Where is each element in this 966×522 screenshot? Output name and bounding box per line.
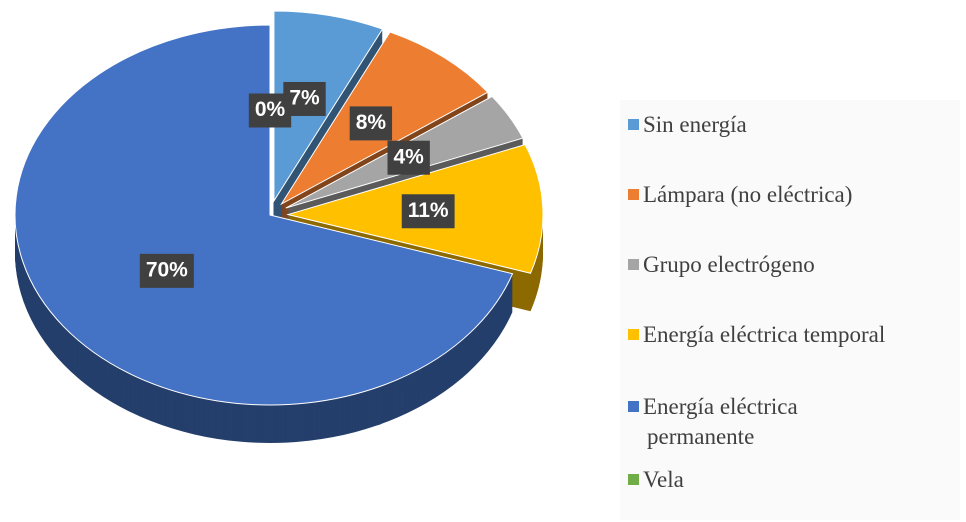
legend-label: Grupo electrógeno xyxy=(643,252,815,277)
data-label-text: 7% xyxy=(289,87,320,110)
data-label: 70% xyxy=(139,253,194,288)
data-label-text: 70% xyxy=(146,258,188,281)
data-label: 0% xyxy=(248,93,292,128)
legend-item: Sin energía xyxy=(628,110,958,140)
data-label-box xyxy=(349,106,393,141)
data-label-text: 11% xyxy=(408,199,449,222)
data-label-box xyxy=(401,194,455,229)
data-label-text: 0% xyxy=(255,98,286,121)
data-label-box xyxy=(387,140,430,175)
legend-item: Lámpara (no eléctrica) xyxy=(628,180,958,210)
legend-swatch xyxy=(628,329,639,341)
legend: Sin energía Lámpara (no eléctrica) Grupo e… xyxy=(620,100,960,520)
legend-label: Energía eléctrica temporal xyxy=(643,322,886,347)
legend-label: Lámpara (no eléctrica) xyxy=(643,182,853,207)
pie-slice xyxy=(14,24,514,406)
data-label: 8% xyxy=(349,106,393,141)
legend-label: Energía eléctrica permanente xyxy=(643,394,798,449)
legend-swatch xyxy=(628,259,639,271)
pie-slice xyxy=(273,10,384,203)
legend-swatch xyxy=(628,474,639,486)
legend-item: Energía eléctrica permanente xyxy=(628,392,877,452)
data-label-box xyxy=(248,93,292,128)
legend-item: Grupo electrógeno xyxy=(628,250,958,280)
data-label-box xyxy=(139,253,194,288)
legend-swatch xyxy=(628,401,639,413)
chart: 7% 8% 4% 11% 70% 0% xyxy=(14,10,544,443)
data-label: 4% xyxy=(387,140,430,175)
legend-swatch xyxy=(628,119,639,131)
legend-item: Energía eléctrica temporal xyxy=(628,320,958,350)
legend-swatch xyxy=(628,189,639,201)
legend-label: Vela xyxy=(643,467,684,492)
data-label: 11% xyxy=(401,194,455,229)
data-label-text: 8% xyxy=(356,111,387,134)
data-label-text: 4% xyxy=(393,145,424,168)
legend-item: Vela xyxy=(628,465,958,495)
legend-label: Sin energía xyxy=(643,112,747,137)
